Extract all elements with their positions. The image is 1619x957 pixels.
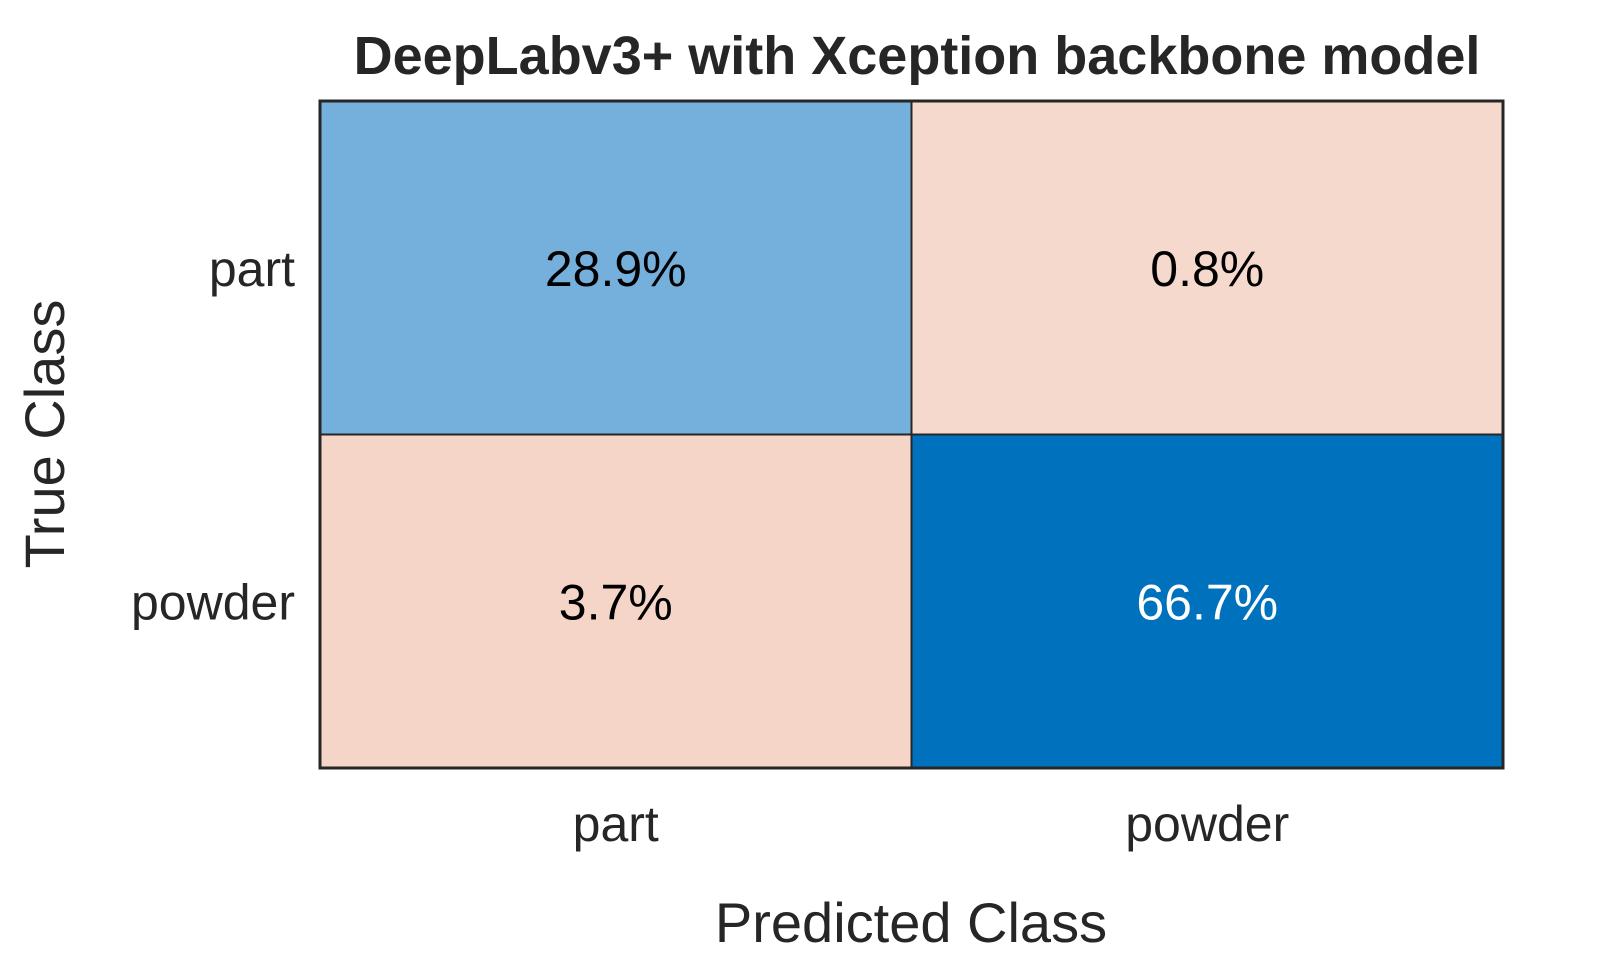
cell-value-label: 66.7% [1136, 574, 1278, 630]
cell-value-label: 0.8% [1150, 241, 1264, 297]
x-axis-label: Predicted Class [715, 891, 1107, 954]
y-tick-labels: part powder [131, 241, 295, 631]
matrix-cell-powder-powder [910, 433, 1504, 769]
y-axis-label: True Class [13, 300, 76, 569]
matrix-cells [319, 100, 1504, 769]
matrix-cell-part-part [319, 100, 913, 436]
matrix-cell-part-powder [910, 100, 1504, 436]
y-tick-label: part [209, 241, 295, 297]
matrix-cell-labels: 28.9% 0.8% 3.7% 66.7% [545, 241, 1278, 631]
cell-value-label: 28.9% [545, 241, 687, 297]
x-tick-label: part [573, 796, 659, 852]
plot-frame [318, 99, 1505, 770]
x-tick-labels: part powder [573, 796, 1290, 852]
matrix-cell-powder-part [319, 433, 913, 769]
chart-title: DeepLabv3+ with Xception backbone model [354, 26, 1481, 86]
cell-value-label: 3.7% [559, 574, 673, 630]
x-tick-label: powder [1125, 796, 1289, 852]
y-tick-label: powder [131, 574, 295, 630]
